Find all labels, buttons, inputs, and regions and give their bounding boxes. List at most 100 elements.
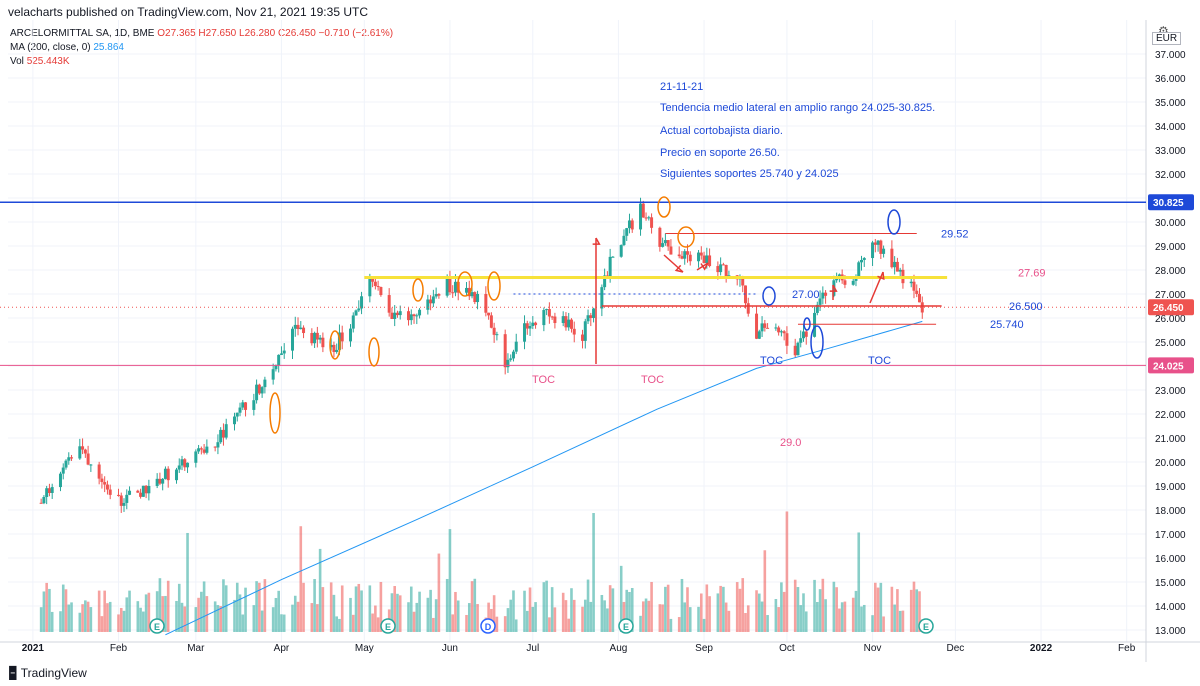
- volume-bar: [296, 601, 300, 632]
- volume-bar: [396, 593, 399, 632]
- volume-bar: [390, 593, 394, 632]
- candle-body: [804, 331, 808, 337]
- x-tick-label: Sep: [695, 643, 713, 654]
- blue-ellipse-marker: [887, 209, 901, 235]
- y-tick-label: 27.000: [1155, 290, 1186, 301]
- orange-ellipse-marker: [657, 196, 671, 218]
- volume-bar: [821, 578, 825, 632]
- volume-bar: [832, 581, 836, 632]
- x-tick-label: Oct: [779, 643, 795, 654]
- volume-bar: [263, 579, 267, 632]
- candle-body: [796, 342, 800, 356]
- candle-body: [774, 327, 778, 329]
- volume-bar: [45, 582, 48, 632]
- volume-bar: [666, 584, 670, 632]
- volume-bar: [180, 602, 184, 632]
- volume-bar: [561, 592, 565, 632]
- candle-body: [221, 429, 225, 438]
- candle-body: [534, 322, 538, 326]
- volume-bar: [335, 616, 338, 632]
- volume-bar: [61, 584, 65, 632]
- candle-body: [260, 387, 264, 394]
- orange-ellipse-marker: [269, 392, 281, 434]
- annotation-note-line: Siguientes soportes 25.740 y 24.025: [660, 168, 839, 180]
- candle-body: [785, 333, 789, 346]
- candle-body: [180, 459, 184, 466]
- volume-bar: [409, 586, 413, 632]
- candle-body: [271, 369, 275, 380]
- volume-bar: [512, 590, 515, 632]
- candle-body: [619, 245, 623, 257]
- volume-bar: [641, 601, 645, 632]
- candle-body: [116, 494, 120, 496]
- volume-bar: [840, 602, 844, 632]
- event-marker-label: D: [485, 622, 492, 632]
- candle-body: [398, 311, 402, 316]
- volume-bar: [909, 589, 913, 632]
- candle-body: [340, 332, 344, 342]
- candle-body: [61, 467, 65, 474]
- ma-line: MA (200, close, 0) 25.864: [10, 41, 393, 55]
- badge-30825-bg: [1148, 194, 1194, 211]
- volume-bar: [824, 599, 827, 632]
- volume-bar: [758, 593, 761, 632]
- price-chart[interactable]: 13.000 14.000 15.000 16.000 17.000 18.000 19.0…: [0, 20, 1200, 662]
- volume-bar: [492, 595, 496, 632]
- candle-body: [232, 416, 236, 425]
- candle-body: [395, 312, 399, 316]
- volume-bar: [697, 606, 700, 632]
- candle-body: [647, 217, 651, 219]
- candle-body: [876, 240, 880, 245]
- y-tick-label: 35.000: [1155, 98, 1186, 109]
- candle-body: [393, 312, 397, 319]
- volume-bar: [542, 582, 546, 632]
- candle-body: [293, 324, 297, 329]
- candle-body: [683, 251, 687, 259]
- candle-body: [282, 350, 286, 354]
- volume-bar: [197, 597, 200, 632]
- volume-bar: [142, 611, 145, 632]
- volume-bar: [879, 582, 883, 632]
- candle-body: [669, 246, 673, 255]
- candle-body: [277, 354, 281, 366]
- candle-body: [105, 484, 109, 490]
- candle-body: [492, 327, 496, 335]
- volume-bar: [119, 607, 123, 632]
- volume-bar: [318, 548, 322, 632]
- candle-body: [299, 327, 303, 330]
- volume-bar: [398, 595, 402, 632]
- candle-body: [699, 252, 703, 256]
- volume-bar: [548, 617, 551, 632]
- ohlc-low: L26.280: [239, 28, 276, 39]
- volume-bar: [898, 610, 902, 632]
- candle-body: [918, 293, 922, 303]
- candle-body: [445, 278, 449, 296]
- volume-bar: [476, 604, 479, 632]
- volume-bar: [606, 608, 609, 632]
- volume-bar: [293, 595, 297, 632]
- volume-bar: [280, 614, 283, 632]
- volume-bar: [716, 593, 720, 632]
- volume-bar: [349, 597, 352, 632]
- volume-bar: [688, 607, 692, 632]
- candle-body: [219, 429, 223, 443]
- candle-body: [81, 446, 85, 450]
- volume-bar: [147, 592, 151, 632]
- volume-bar: [291, 604, 294, 632]
- candle-body: [650, 217, 654, 228]
- chart-settings-icon[interactable]: ⚙: [1158, 24, 1169, 38]
- candle-body: [815, 304, 819, 313]
- volume-bar: [871, 615, 874, 632]
- annotation-note-line: 21-11-21: [660, 81, 703, 93]
- blue-ellipse-marker: [803, 317, 811, 331]
- volume-bar: [467, 603, 471, 632]
- candle-body: [727, 275, 731, 277]
- candle-body: [418, 309, 422, 316]
- blue-ellipse-marker: [762, 286, 776, 306]
- volume-bar: [354, 586, 358, 632]
- candle-body: [569, 319, 573, 329]
- candle-body: [484, 293, 488, 313]
- candle-body: [779, 331, 783, 333]
- volume-bar: [741, 578, 745, 632]
- volume-bar: [658, 604, 662, 632]
